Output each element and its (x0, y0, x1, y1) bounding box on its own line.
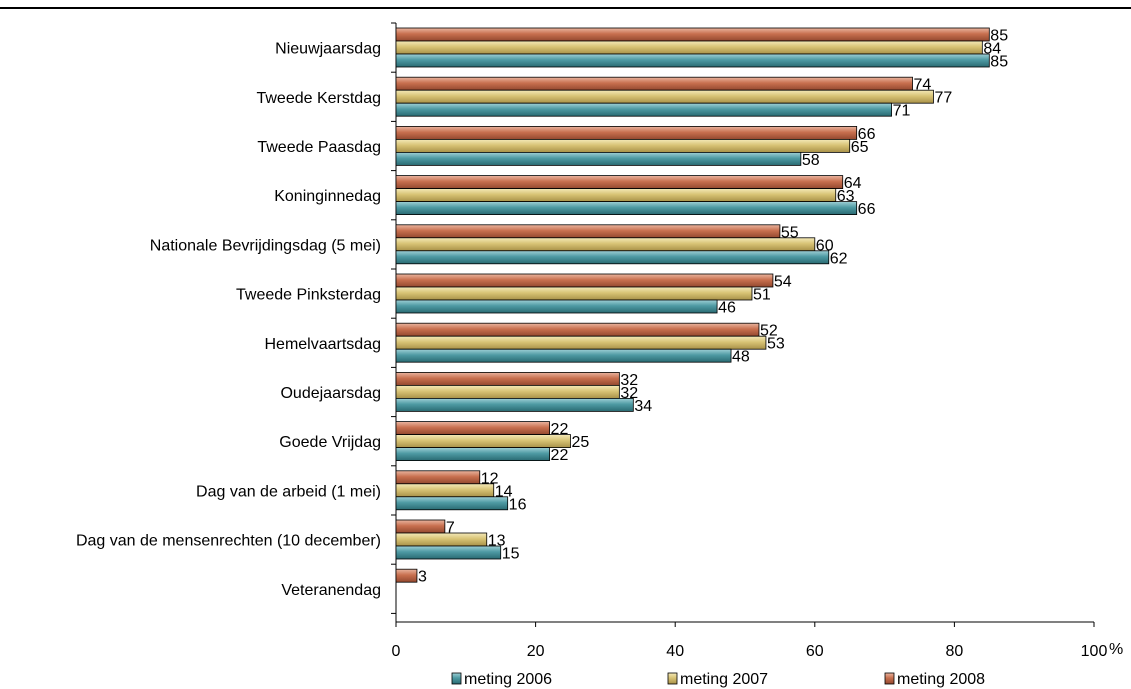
bar (395, 322, 760, 337)
legend-swatch (667, 672, 678, 685)
data-label: 58 (802, 152, 820, 169)
data-label: 53 (767, 336, 785, 353)
bar (395, 545, 502, 560)
data-label: 62 (830, 250, 848, 267)
data-label: 32 (620, 372, 638, 389)
data-label: 77 (934, 90, 952, 107)
bar (395, 175, 844, 190)
legend-swatch (884, 672, 895, 685)
bar (395, 188, 837, 203)
data-label: 16 (509, 496, 527, 513)
bar (395, 27, 990, 42)
data-label: 12 (481, 470, 499, 487)
bar (395, 371, 620, 386)
labels: 0 20 40 60 80 100 % Nieuwjaarsdag Tweede Kerstda… (76, 28, 1123, 661)
bar (395, 89, 934, 104)
legend-label: meting 2007 (680, 671, 768, 688)
category-label: Koninginnedag (274, 188, 381, 205)
x-tick-label: 80 (946, 643, 964, 660)
bar (395, 434, 571, 449)
bar (395, 421, 550, 436)
category-label: Dag van de arbeid (1 mei) (196, 483, 381, 500)
data-label: 34 (634, 398, 652, 415)
data-label: 74 (914, 77, 932, 94)
data-label: 66 (858, 201, 876, 218)
data-label: 25 (572, 434, 590, 451)
category-label: Dag van de mensenrechten (10 december) (76, 533, 381, 550)
x-tick-label: 60 (806, 643, 824, 660)
data-label: 14 (495, 483, 513, 500)
bar (395, 384, 620, 399)
bar (395, 483, 495, 498)
category-label: Veteranendag (281, 582, 381, 599)
x-tick-label: 0 (392, 643, 401, 660)
bar (395, 138, 851, 153)
x-tick-label: 100 (1081, 643, 1108, 660)
data-label: 84 (983, 41, 1001, 58)
category-label: Hemelvaartsdag (265, 336, 382, 353)
bar (395, 496, 509, 511)
bar (395, 76, 913, 91)
data-label: 32 (620, 385, 638, 402)
bar (395, 273, 774, 288)
legend: meting 2006 meting 2007 meting 2008 (451, 671, 985, 688)
data-label: 46 (718, 300, 736, 317)
legend-label: meting 2006 (464, 671, 552, 688)
data-label: 51 (753, 287, 771, 304)
bar (395, 201, 858, 216)
category-label: Nieuwjaarsdag (275, 41, 381, 58)
bar (395, 532, 488, 547)
data-label: 63 (837, 188, 855, 205)
data-label: 55 (781, 224, 799, 241)
x-tick-label: 20 (527, 643, 545, 660)
category-label: Tweede Pinksterdag (236, 287, 381, 304)
bar (395, 286, 753, 301)
data-label: 3 (418, 569, 427, 586)
category-label: Nationale Bevrijdingsdag (5 mei) (150, 237, 381, 254)
bar (395, 40, 983, 55)
bar (395, 53, 990, 68)
bar (395, 224, 781, 239)
x-tick-label: 40 (666, 643, 684, 660)
bar (395, 335, 767, 350)
bar (395, 102, 892, 117)
data-label: 71 (893, 103, 911, 120)
bar (395, 250, 830, 265)
data-label: 64 (844, 175, 862, 192)
bar (395, 348, 732, 363)
data-label: 60 (816, 237, 834, 254)
top-rule (0, 7, 1131, 9)
bar (395, 519, 446, 534)
data-label: 48 (732, 349, 750, 366)
legend-swatch (451, 672, 462, 685)
legend-label: meting 2008 (897, 671, 985, 688)
data-label: 22 (551, 421, 569, 438)
bar (395, 151, 802, 166)
category-label: Oudejaarsdag (280, 385, 381, 402)
data-label: 54 (774, 274, 792, 291)
data-label: 22 (551, 447, 569, 464)
bar (395, 237, 816, 252)
category-label: Tweede Kerstdag (256, 90, 381, 107)
data-label: 85 (990, 28, 1008, 45)
bar (395, 470, 481, 485)
data-label: 52 (760, 323, 778, 340)
data-label: 85 (990, 54, 1008, 71)
x-unit-label: % (1109, 641, 1123, 658)
bars (395, 27, 990, 583)
category-label: Goede Vrijdag (279, 434, 381, 451)
category-label: Tweede Paasdag (257, 139, 381, 156)
bar (395, 397, 634, 412)
bar (395, 568, 418, 583)
bar (395, 299, 718, 314)
data-label: 15 (502, 546, 520, 563)
data-label: 7 (446, 520, 455, 537)
bar (395, 447, 550, 462)
data-label: 66 (858, 126, 876, 143)
data-label: 65 (851, 139, 869, 156)
data-label: 13 (488, 533, 506, 550)
bar (395, 126, 858, 140)
